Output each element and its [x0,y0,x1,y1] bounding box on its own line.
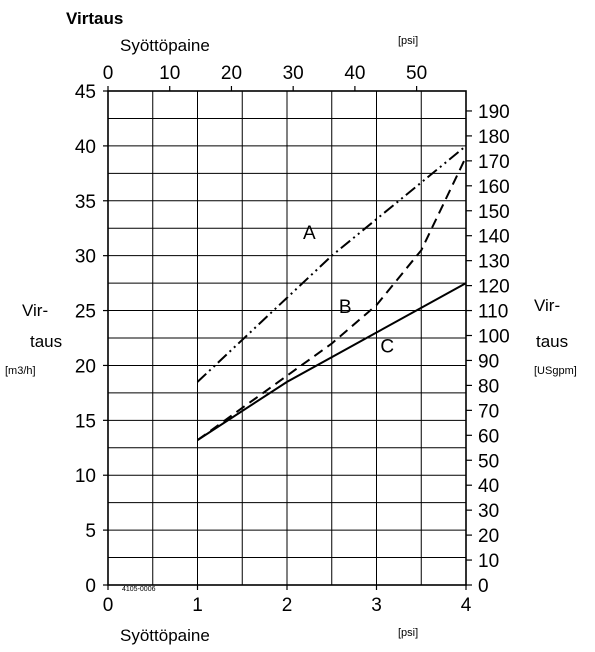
bottom-axis-label: Syöttöpaine [120,626,210,645]
top-tick-label: 40 [344,63,365,84]
right-tick-label: 40 [478,476,499,497]
figure-code: 4105-0006 [122,586,156,593]
series-lines [196,145,467,441]
right-tick-label: 10 [478,551,499,572]
plot-frame [103,86,472,590]
left-axis-label-line2: taus [30,332,62,351]
left-tick-label: 35 [75,192,96,213]
series-line-c [196,282,467,441]
left-tick-label: 40 [75,137,96,158]
right-axis-label-line2: taus [536,332,568,351]
left-axis-label-line1: Vir- [22,301,48,320]
right-tick-label: 170 [478,152,510,173]
bottom-tick-label: 1 [192,595,203,616]
top-tick-label: 20 [221,63,242,84]
right-tick-label: 180 [478,127,510,148]
top-tick-label: 0 [103,63,114,84]
right-tick-label: 100 [478,327,510,348]
right-axis-label-line1: Vir- [534,296,560,315]
left-tick-label: 0 [85,576,96,597]
left-tick-label: 45 [75,82,96,103]
right-tick-label: 0 [478,576,489,597]
series-line-b [196,156,467,441]
right-tick-label: 50 [478,451,499,472]
top-tick-label: 30 [283,63,304,84]
right-tick-label: 20 [478,526,499,547]
top-axis-unit: [psi] [398,35,418,47]
left-axis-unit: [m3/h] [5,365,36,377]
chart-title: Virtaus [66,9,123,28]
left-tick-label: 15 [75,411,96,432]
bottom-axis-unit: [psi] [398,627,418,639]
top-axis-label: Syöttöpaine [120,36,210,55]
series-label-a: A [303,223,316,244]
left-tick-label: 20 [75,356,96,377]
series-label-c: C [380,336,394,357]
left-tick-label: 25 [75,302,96,323]
series-line-a [196,145,467,383]
right-tick-label: 140 [478,227,510,248]
chart-text: Virtaus Syöttöpaine [psi] Syöttöpaine [p… [5,9,577,645]
left-tick-label: 5 [85,521,96,542]
right-tick-label: 30 [478,501,499,522]
right-tick-label: 160 [478,177,510,198]
right-tick-label: 120 [478,277,510,298]
right-tick-label: 60 [478,426,499,447]
left-tick-label: 10 [75,466,96,487]
right-tick-label: 90 [478,351,499,372]
right-tick-label: 150 [478,202,510,223]
grid [108,91,466,585]
bottom-tick-label: 3 [371,595,382,616]
right-axis-unit: [USgpm] [534,365,577,377]
right-tick-label: 110 [478,302,508,323]
right-tick-label: 130 [478,252,510,273]
right-tick-label: 80 [478,376,499,397]
top-tick-label: 50 [406,63,427,84]
bottom-tick-label: 0 [103,595,114,616]
bottom-tick-label: 2 [282,595,293,616]
left-tick-label: 30 [75,247,96,268]
top-tick-label: 10 [159,63,180,84]
right-tick-label: 70 [478,401,499,422]
series-label-b: B [339,297,352,318]
bottom-tick-label: 4 [461,595,472,616]
right-tick-label: 190 [478,102,510,123]
